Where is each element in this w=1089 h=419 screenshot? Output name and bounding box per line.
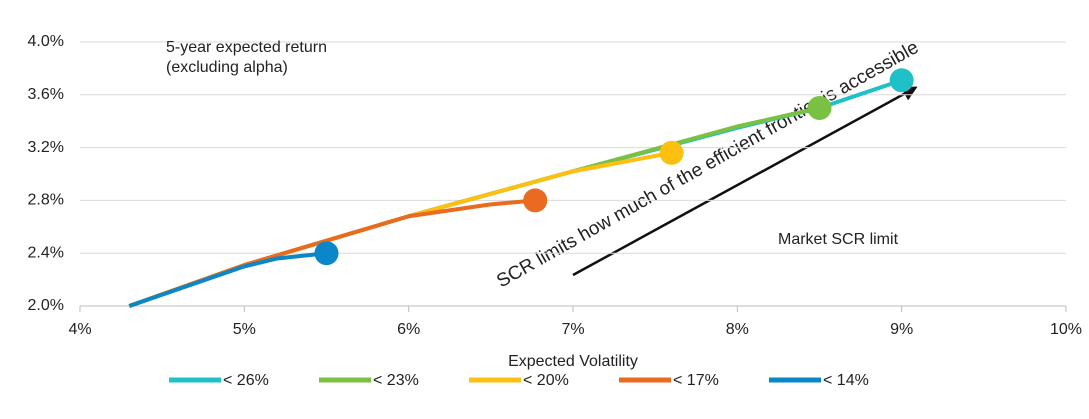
y-tick-label: 4.0% [28, 33, 64, 50]
y-tick-label: 2.0% [28, 297, 64, 314]
legend-label: < 26% [223, 372, 269, 389]
end-marker [659, 140, 684, 165]
y-axis-label: 5-year expected return (excluding alpha) [166, 39, 327, 76]
end-marker [523, 188, 548, 213]
x-tick-label: 7% [561, 321, 584, 338]
x-tick-label: 8% [726, 321, 749, 338]
x-axis-label: Expected Volatility [508, 353, 638, 370]
end-marker [889, 68, 914, 93]
x-tick-label: 9% [890, 321, 913, 338]
legend-label: < 17% [673, 372, 719, 389]
x-tick-label: 10% [1050, 321, 1082, 338]
y-tick-label: 3.2% [28, 139, 64, 156]
x-tick-label: 5% [233, 321, 256, 338]
series-line [128, 251, 327, 308]
arrow [572, 86, 918, 277]
y-tick-label: 2.8% [28, 192, 64, 209]
x-tick-label: 4% [68, 321, 91, 338]
legend-label: < 23% [373, 372, 419, 389]
legend-label: < 14% [823, 372, 869, 389]
end-marker [314, 241, 339, 266]
annotation: SCR limits how much of the efficient fro… [493, 37, 922, 292]
y-tick-label: 3.6% [28, 86, 64, 103]
x-tick-label: 6% [397, 321, 420, 338]
end-marker [807, 96, 832, 120]
y-tick-label: 2.4% [28, 244, 64, 261]
annotation: Market SCR limit [778, 231, 899, 248]
legend-label: < 20% [523, 372, 569, 389]
